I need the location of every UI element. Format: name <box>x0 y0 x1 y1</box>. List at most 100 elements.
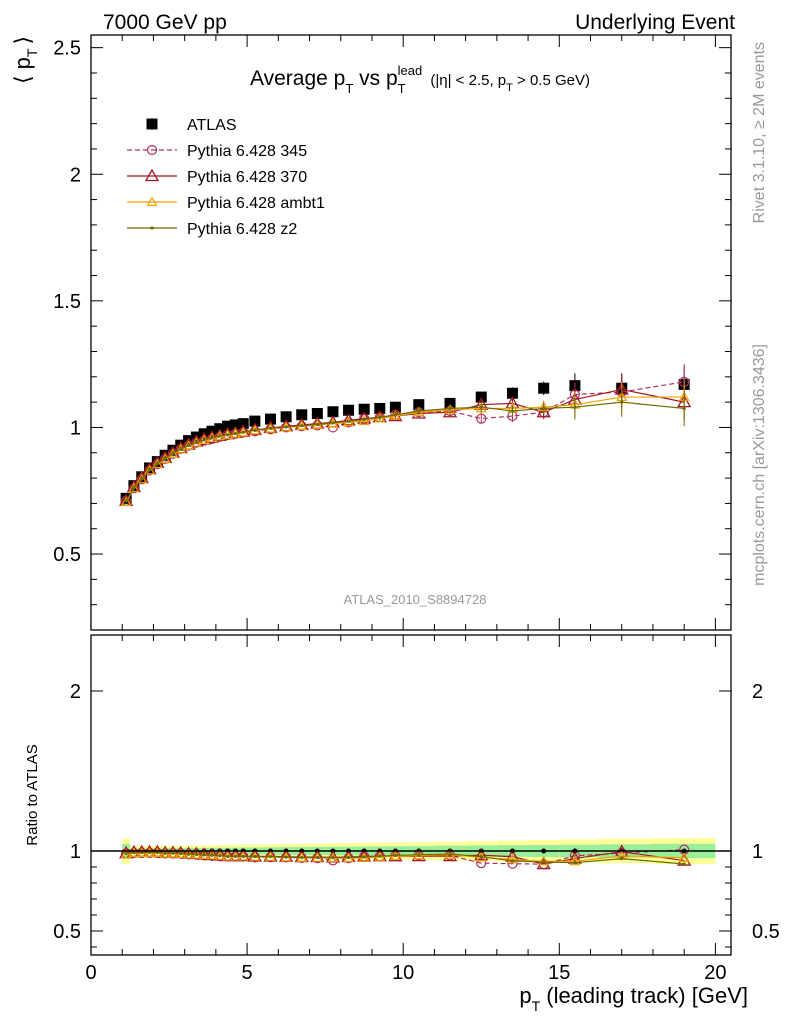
ratio-data-point <box>300 855 304 860</box>
ratio-data-point <box>124 851 128 855</box>
main-data-point <box>476 413 487 424</box>
legend-label: Pythia 6.428 345 <box>187 143 307 160</box>
main-data-point <box>120 496 132 507</box>
title-c-sub: T <box>506 82 513 94</box>
legend-label: ATLAS <box>187 117 237 134</box>
main-data-point <box>479 405 483 409</box>
ratio-data-point <box>120 848 132 859</box>
ratio-data-point <box>186 852 191 856</box>
title-d: > 0.5 GeV) <box>513 72 590 89</box>
ylabel-open: ⟨ p <box>10 57 35 84</box>
main-y-tick-label: 1 <box>70 417 81 439</box>
ratio-data-point <box>542 860 546 864</box>
ratio-data-point <box>140 850 144 855</box>
main-data-point <box>536 404 551 418</box>
main-data-point <box>233 431 237 436</box>
ratio-data-point <box>194 852 198 857</box>
main-data-point <box>253 428 257 432</box>
main-data-point <box>128 482 140 493</box>
legend: ATLAS Pythia 6.428 345 Pythia 6.428 370 Pyt… <box>127 117 325 238</box>
main-data-point <box>378 415 382 419</box>
main-data-point <box>573 405 577 409</box>
rivet-label: Rivet 3.1.10, ≥ 2M events <box>751 42 768 223</box>
main-data-point <box>331 421 335 425</box>
legend-label: Pythia 6.428 370 <box>187 169 307 186</box>
x-tick-label: 5 <box>242 962 253 984</box>
main-y-axis-label: ⟨ pT ⟩ <box>10 36 40 84</box>
ratio-panel-frame <box>90 634 732 956</box>
x-tick-label: 10 <box>392 962 414 984</box>
main-data-point <box>448 406 452 411</box>
ratio-y-tick-label-right: 2 <box>752 681 763 703</box>
main-data-point <box>311 408 323 420</box>
legend-label: Pythia 6.428 ambt1 <box>187 195 325 212</box>
ratio-data-point <box>682 862 686 866</box>
xlabel-b: (leading track) [GeV] <box>540 983 748 1008</box>
title-b-sub: T <box>398 81 406 96</box>
xlabel-a: p <box>519 983 531 1008</box>
main-data-point <box>225 433 230 437</box>
ratio-data-point <box>620 857 624 861</box>
ratio-panel-series <box>91 844 731 870</box>
legend-marker <box>146 118 158 130</box>
main-data-point <box>475 391 487 403</box>
main-data-point <box>265 413 277 425</box>
header-right: Underlying Event <box>575 11 735 34</box>
main-data-point <box>167 448 179 459</box>
title-a: Average p <box>250 67 345 90</box>
main-data-point <box>183 440 195 450</box>
main-data-point <box>444 397 456 409</box>
ratio-data-point <box>331 856 335 860</box>
x-axis-label: pT (leading track) [GeV] <box>519 983 748 1014</box>
main-data-point <box>542 406 546 411</box>
main-y-tick-label: 2 <box>70 164 81 186</box>
main-data-point <box>159 453 171 464</box>
ratio-y-tick-label-left: 0.5 <box>53 921 81 943</box>
main-data-point <box>510 409 515 413</box>
main-series-line <box>125 388 685 502</box>
ratio-y-axis-label: Ratio to ATLAS <box>24 744 41 845</box>
main-data-point <box>506 387 518 399</box>
main-data-point <box>202 438 206 442</box>
main-data-point <box>144 464 156 475</box>
main-data-point <box>179 447 183 451</box>
main-data-point <box>346 419 351 423</box>
ratio-data-point <box>210 853 214 857</box>
chart-title: Average pT vs pTlead (|η| < 2.5, pT > 0.… <box>250 63 590 96</box>
ratio-data-point <box>202 853 206 857</box>
ratio-data-point <box>228 848 243 862</box>
ylabel-sub: T <box>24 48 40 57</box>
ratio-data-point <box>315 855 319 860</box>
main-data-point <box>620 400 624 404</box>
main-panel-series <box>119 364 692 507</box>
ratio-series-line <box>126 851 685 865</box>
ratio-data-point <box>220 848 235 862</box>
main-data-point <box>155 462 159 466</box>
ratio-data-point <box>573 861 577 865</box>
ratio-data-point <box>474 847 489 861</box>
header-left: 7000 GeV pp <box>103 11 227 34</box>
main-data-point <box>682 406 686 411</box>
main-data-point <box>147 468 152 472</box>
main-data-point <box>237 418 249 430</box>
ratio-data-point <box>132 851 136 855</box>
main-data-point <box>241 430 245 434</box>
ratio-y-tick-label-right: 0.5 <box>752 921 780 943</box>
analysis-label: ATLAS_2010_S8894728 <box>344 592 487 607</box>
main-data-point <box>358 415 370 426</box>
ratio-data-point <box>212 848 227 861</box>
main-data-point <box>357 411 372 424</box>
title-b-sup: lead <box>398 63 423 78</box>
main-data-point <box>222 420 234 432</box>
ratio-data-point <box>253 854 257 859</box>
ratio-data-point <box>147 850 152 855</box>
main-data-point <box>538 382 550 394</box>
legend-marker <box>146 144 158 156</box>
legend-marker <box>150 226 154 230</box>
main-data-point <box>296 409 308 421</box>
xlabel-sub: T <box>532 998 541 1014</box>
main-data-point <box>417 409 421 413</box>
ratio-data-point <box>448 852 452 856</box>
main-data-point <box>136 471 148 483</box>
